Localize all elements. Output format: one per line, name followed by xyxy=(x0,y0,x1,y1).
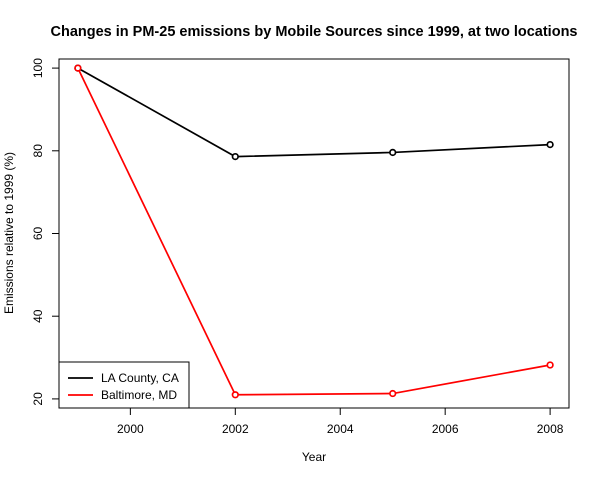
legend-box xyxy=(58,361,190,409)
x-tick-label: 2004 xyxy=(327,422,354,436)
legend-label: Baltimore, MD xyxy=(101,388,177,402)
data-point xyxy=(389,148,397,157)
y-tick-label: 20 xyxy=(31,392,45,406)
data-point xyxy=(546,140,554,149)
y-axis: 20 40 60 80 100 xyxy=(31,58,59,406)
data-point xyxy=(74,64,82,72)
x-tick-label: 2008 xyxy=(537,422,564,436)
data-point xyxy=(231,391,239,399)
y-axis-label: Emissions relative to 1999 (%) xyxy=(2,152,16,314)
chart-title: Changes in PM-25 emissions by Mobile Sou… xyxy=(51,24,578,40)
data-point xyxy=(389,389,397,398)
series-line xyxy=(77,67,551,396)
y-tick-label: 60 xyxy=(31,227,45,241)
x-axis-label: Year xyxy=(302,450,326,464)
series-0 xyxy=(74,64,554,161)
y-tick-label: 100 xyxy=(31,58,45,78)
plot-frame xyxy=(58,58,570,409)
legend: LA County, CA Baltimore, MD xyxy=(58,361,190,409)
series-layer xyxy=(74,64,554,399)
x-tick-label: 2002 xyxy=(222,422,249,436)
legend-label: LA County, CA xyxy=(101,371,179,385)
x-tick-label: 2000 xyxy=(117,422,144,436)
data-point xyxy=(231,152,239,161)
y-tick-label: 80 xyxy=(31,144,45,158)
series-line xyxy=(77,67,551,158)
data-point xyxy=(546,361,554,369)
x-axis: 2000 2002 2004 2006 2008 xyxy=(117,408,564,436)
series-1 xyxy=(74,64,554,399)
x-tick-label: 2006 xyxy=(432,422,459,436)
y-tick-label: 40 xyxy=(31,309,45,323)
